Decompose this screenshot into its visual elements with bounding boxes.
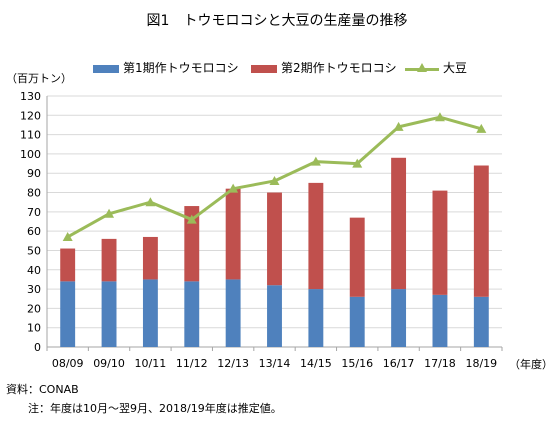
legend-swatch-first-crop [93, 64, 119, 73]
legend-item-second-crop: 第2期作トウモロコシ [251, 60, 397, 76]
bar-first-crop [391, 289, 407, 347]
soybean-point [352, 158, 363, 168]
x-axis-unit-label: （年度） [509, 358, 553, 371]
bar-second-crop [391, 157, 407, 290]
bar-first-crop [473, 296, 489, 347]
y-tick-label: 130 [20, 90, 41, 103]
soybean-point [228, 183, 239, 193]
y-tick-label: 110 [20, 129, 41, 142]
x-tick-label: 12/13 [217, 357, 249, 370]
soybean-point [310, 156, 321, 166]
bar-second-crop [60, 248, 76, 282]
soybean-point [269, 175, 280, 185]
bar-first-crop [308, 289, 324, 347]
chart-title: 図1 トウモロコシと大豆の生産量の推移 [146, 13, 408, 29]
y-tick-label: 70 [27, 206, 41, 219]
y-tick-label: 90 [27, 167, 41, 180]
bar-first-crop [267, 285, 282, 347]
bar-second-crop [432, 190, 448, 295]
footnote: 注：年度は10月～翌9月、2018/19年度は推定値。 [28, 402, 282, 415]
bar-second-crop [473, 165, 489, 297]
bar-second-crop [349, 217, 365, 297]
bar-second-crop [308, 182, 324, 290]
y-tick-label: 40 [27, 264, 41, 277]
soybean-point [186, 214, 197, 224]
y-tick-label: 20 [27, 302, 41, 315]
y-tick-label: 10 [27, 322, 41, 335]
soybean-point [104, 208, 115, 218]
legend-item-soybean: 大豆 [405, 60, 467, 76]
y-axis-unit-label: （百万トン） [6, 72, 72, 85]
bar-second-crop [225, 188, 241, 280]
x-tick-label: 14/15 [300, 357, 332, 370]
y-tick-label: 30 [27, 283, 41, 296]
legend-label-second-crop: 第2期作トウモロコシ [281, 61, 397, 75]
bar-first-crop [432, 294, 448, 347]
bar-second-crop [101, 238, 117, 282]
bar-first-crop [101, 281, 117, 347]
legend-label-first-crop: 第1期作トウモロコシ [123, 61, 239, 75]
legend-label-soybean: 大豆 [443, 61, 468, 75]
y-tick-label: 60 [27, 225, 41, 238]
y-tick-label: 120 [20, 109, 41, 122]
y-tick-label: 100 [20, 148, 41, 161]
y-tick-label: 80 [27, 187, 41, 200]
soybean-point [393, 121, 404, 131]
soybean-point [62, 231, 73, 241]
bar-first-crop [184, 281, 200, 347]
source-note: 資料：CONAB [6, 383, 79, 396]
soybean-point [145, 197, 156, 207]
bar-second-crop [184, 206, 200, 282]
y-tick-label: 0 [34, 341, 41, 354]
x-tick-label: 13/14 [259, 357, 291, 370]
y-tick-label: 50 [27, 244, 41, 257]
soybean-point [434, 112, 445, 122]
bar-first-crop [349, 296, 365, 347]
bar-first-crop [60, 281, 76, 347]
bar-second-crop [142, 236, 158, 280]
x-tick-label: 11/12 [176, 357, 208, 370]
legend-item-first-crop: 第1期作トウモロコシ [93, 60, 239, 76]
legend-swatch-soybean [405, 62, 439, 75]
bar-first-crop [225, 279, 241, 347]
x-tick-label: 18/19 [465, 357, 497, 370]
x-tick-label: 09/10 [93, 357, 125, 370]
x-tick-label: 08/09 [52, 357, 84, 370]
x-tick-label: 10/11 [135, 357, 167, 370]
bar-first-crop [142, 279, 158, 347]
x-tick-label: 17/18 [424, 357, 456, 370]
bar-second-crop [267, 192, 282, 286]
legend-swatch-second-crop [251, 64, 277, 73]
soybean-point [476, 123, 487, 133]
x-tick-label: 15/16 [341, 357, 373, 370]
x-tick-label: 16/17 [383, 357, 415, 370]
